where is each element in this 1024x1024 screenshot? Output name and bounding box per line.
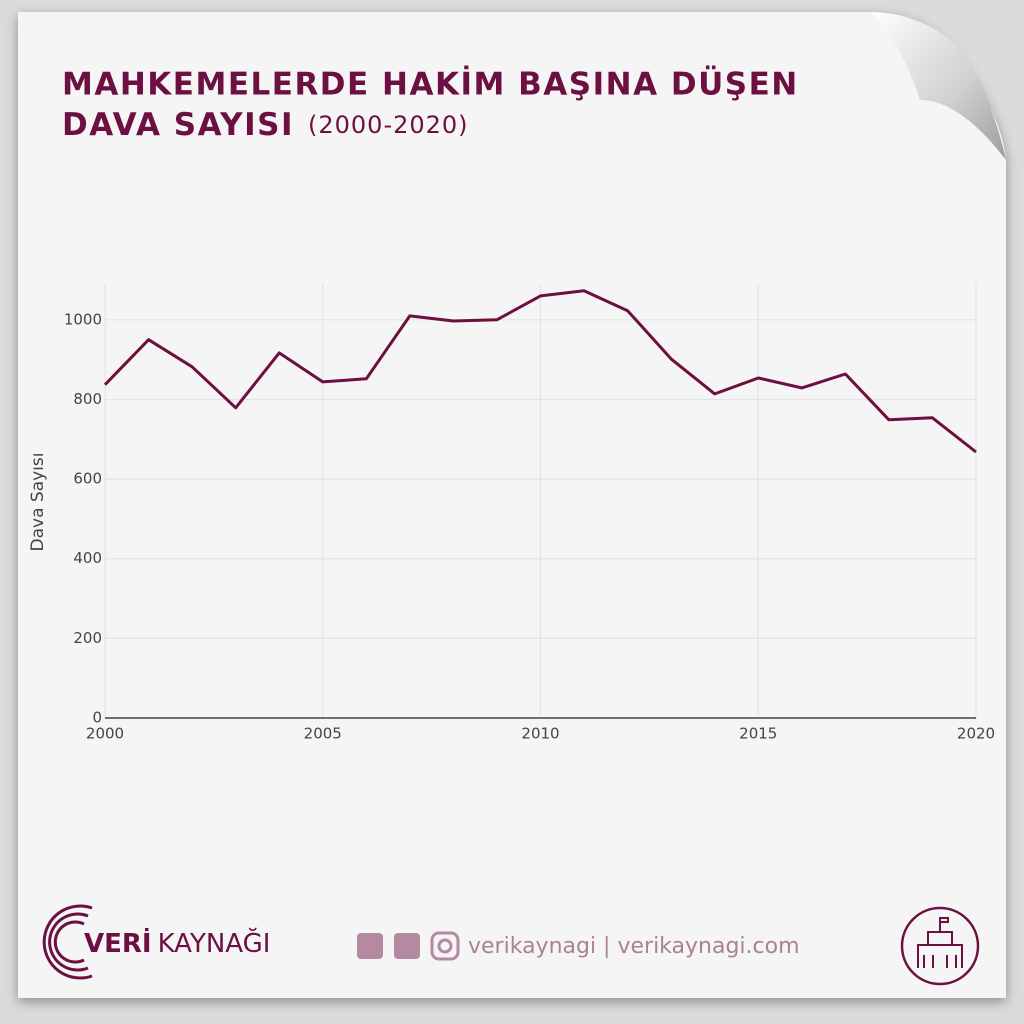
x-tick-label: 2020 [957, 725, 995, 743]
y-tick-label: 0 [92, 709, 102, 727]
instagram-icon-lens [437, 938, 453, 954]
data-line [103, 289, 977, 454]
x-tick-label: 2015 [739, 725, 777, 743]
paper [18, 12, 1006, 998]
chart-title: DAVA SAYISI [62, 107, 294, 143]
y-tick-label: 600 [73, 470, 102, 488]
chart-title: MAHKEMELERDE HAKİM BAŞINA DÜŞEN [62, 66, 799, 103]
social-handles: verikaynagi | verikaynagi.com [468, 934, 800, 959]
y-tick-label: 1000 [64, 310, 102, 328]
page-curl [870, 12, 1006, 160]
brand-logo [42, 904, 93, 980]
x-tick-label: 2010 [521, 725, 559, 743]
y-tick-label: 200 [73, 629, 102, 647]
building-badge [900, 906, 980, 986]
brand-name: VERİ KAYNAĞI [84, 927, 270, 959]
y-tick-label: 800 [73, 390, 102, 408]
x-tick-label: 2005 [304, 725, 342, 743]
chart-subtitle: (2000-2020) [308, 111, 469, 139]
y-tick-label: 400 [73, 549, 102, 567]
chart-title: DAVA SAYISI (2000-2020) [62, 107, 469, 143]
twitter-icon[interactable] [394, 933, 420, 959]
x-tick-label: 2000 [86, 725, 124, 743]
brand-bold: VERİ [84, 927, 152, 959]
brand-rest: KAYNAĞI [158, 927, 271, 959]
instagram-icon[interactable] [430, 931, 460, 961]
building-icon [917, 917, 963, 968]
facebook-icon[interactable] [357, 933, 383, 959]
footer: VERİ KAYNAĞI verikaynagi | verikaynagi.co… [42, 904, 980, 986]
y-axis-label: Dava Sayısı [28, 453, 48, 552]
